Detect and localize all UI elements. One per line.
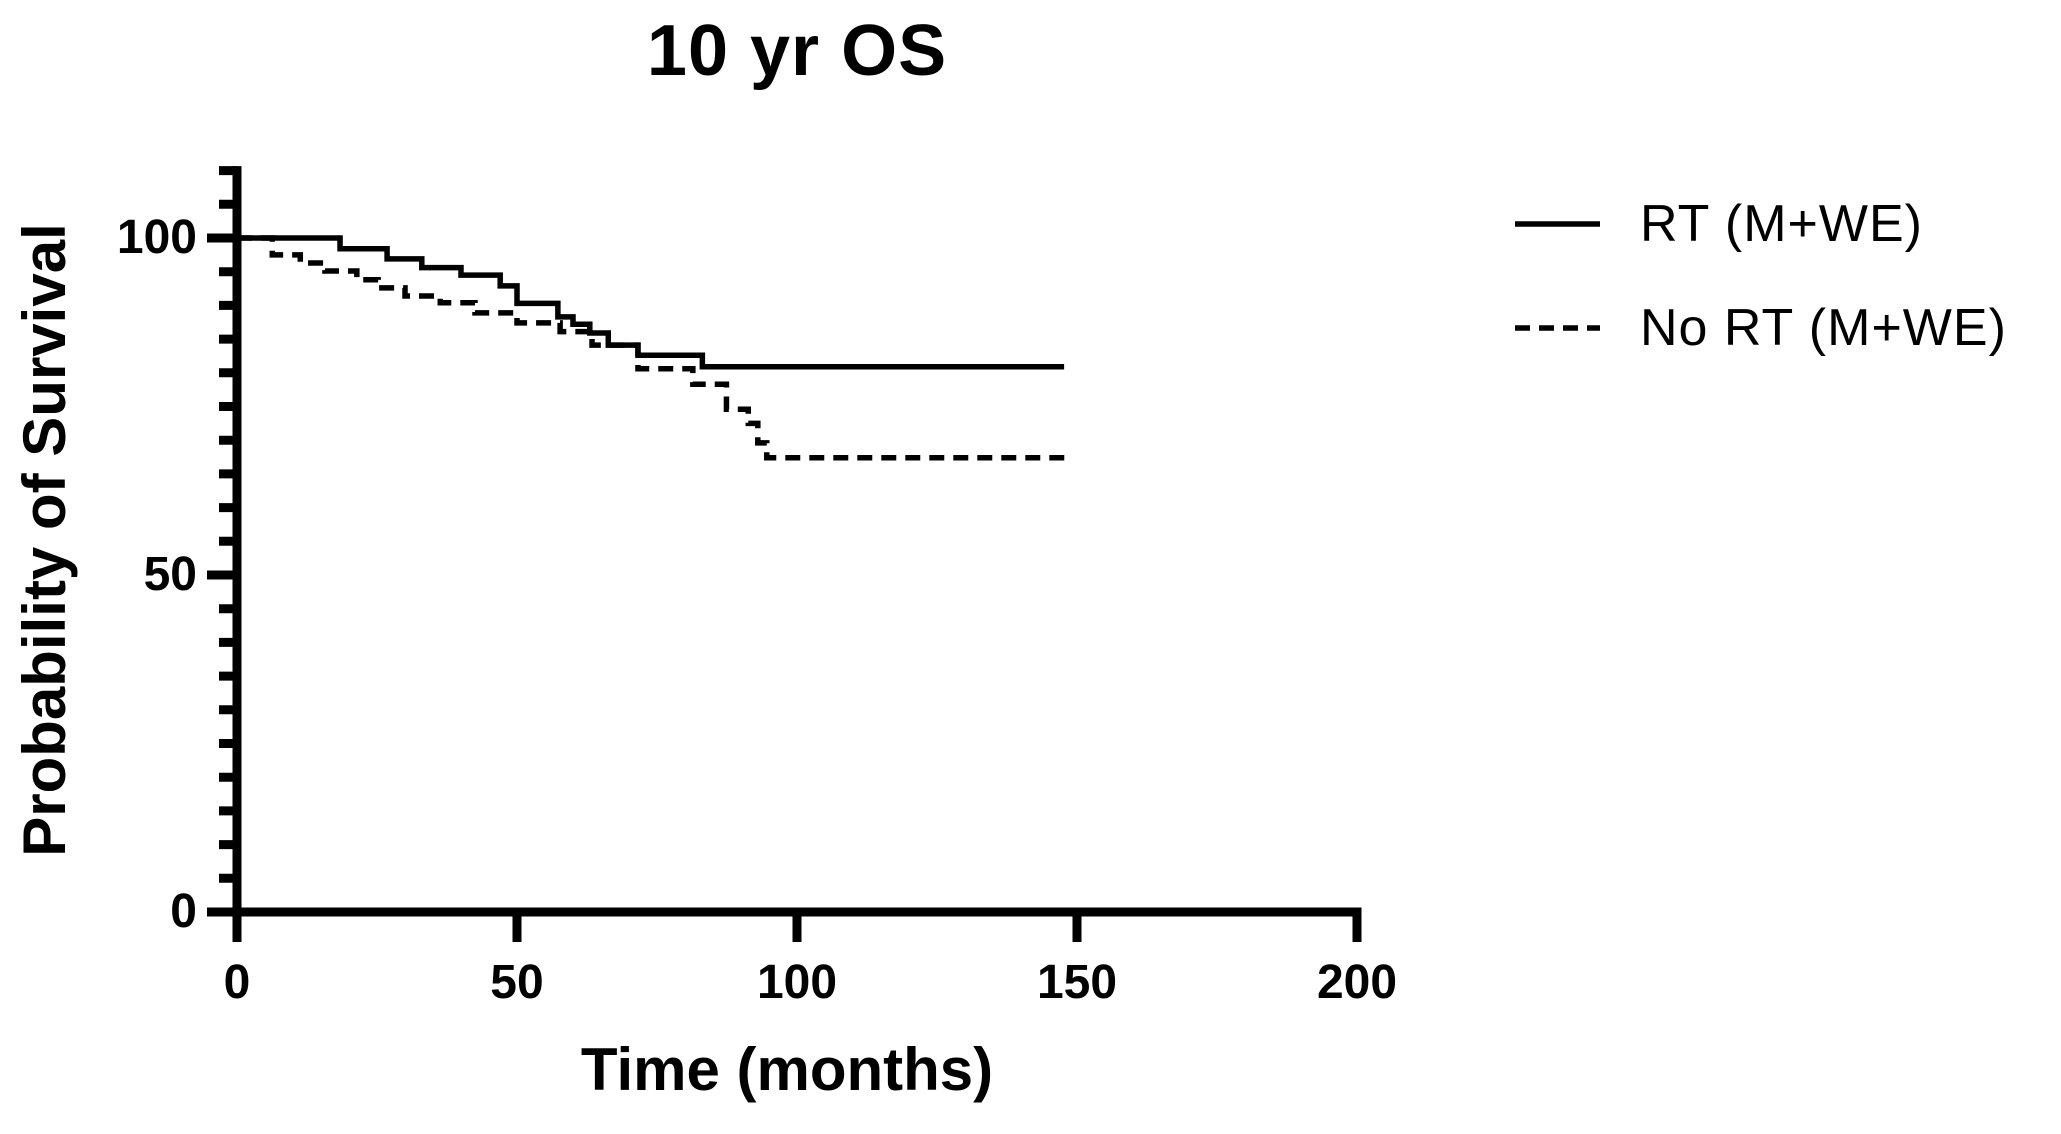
x-tick-label: 50 — [490, 956, 544, 1009]
y-tick-label: 50 — [143, 548, 197, 601]
x-tick-label: 100 — [756, 956, 838, 1009]
y-tick-label: 100 — [116, 211, 197, 264]
x-tick-label: 150 — [1036, 956, 1118, 1009]
series-line-no-rt-m-we — [237, 235, 1070, 461]
legend-label-rt-m-we: RT (M+WE) — [1640, 195, 1923, 253]
x-axis-label: Time (months) — [580, 1036, 994, 1103]
series-line-rt-m-we — [237, 235, 1065, 370]
chart-title: 10 yr OS — [646, 11, 948, 91]
y-tick-label: 0 — [170, 885, 197, 938]
legend-label-no-rt-m-we: No RT (M+WE) — [1640, 299, 2007, 357]
x-tick-label: 200 — [1316, 956, 1398, 1009]
x-tick-label: 0 — [223, 956, 251, 1009]
